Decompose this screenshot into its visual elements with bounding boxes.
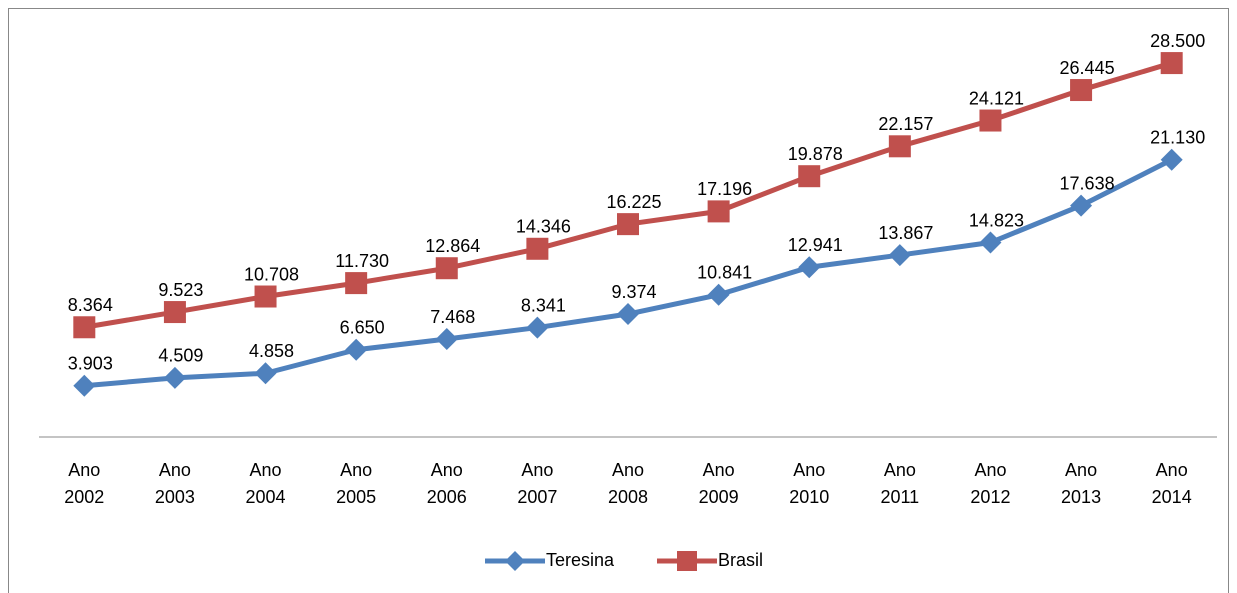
data-label: 14.823	[969, 210, 1024, 230]
data-label: 24.121	[969, 88, 1024, 108]
data-label: 13.867	[878, 223, 933, 243]
x-tick-label: Ano 2009	[698, 460, 739, 507]
legend-label: Brasil	[718, 550, 763, 570]
x-tick-label: Ano 2002	[64, 460, 105, 507]
marker	[617, 303, 639, 326]
marker	[163, 366, 186, 389]
data-label: 14.346	[516, 217, 571, 237]
x-tick-label: Ano 2007	[517, 460, 558, 507]
x-tick-label: Ano 2006	[426, 460, 467, 507]
marker	[888, 135, 911, 158]
data-label: 12.864	[425, 236, 480, 256]
x-tick-label: Ano 2010	[789, 460, 830, 507]
x-tick-label: Ano 2008	[607, 460, 649, 507]
marker	[1160, 52, 1183, 75]
data-label: 28.500	[1150, 31, 1205, 51]
marker	[345, 272, 368, 295]
marker	[254, 285, 277, 308]
marker	[798, 165, 821, 188]
marker	[345, 338, 368, 361]
data-label: 11.730	[335, 251, 389, 271]
data-label: 17.196	[697, 179, 752, 199]
marker	[707, 283, 730, 306]
data-label: 8.364	[68, 295, 113, 315]
data-label: 12.941	[788, 235, 843, 255]
data-label: 8.341	[521, 295, 566, 315]
x-tick-label: Ano 2011	[880, 460, 920, 507]
data-label: 7.468	[430, 307, 475, 327]
marker	[979, 109, 1002, 132]
data-label: 4.858	[249, 341, 294, 361]
marker	[435, 328, 458, 351]
data-label: 4.509	[158, 346, 203, 366]
x-tick-label: Ano 2005	[336, 460, 377, 507]
data-label: 10.841	[697, 263, 752, 283]
data-label: 21.130	[1150, 128, 1205, 148]
data-label: 26.445	[1060, 58, 1115, 78]
data-label: 19.878	[788, 144, 843, 164]
marker	[617, 213, 639, 236]
marker	[73, 316, 96, 339]
marker	[979, 231, 1002, 254]
x-tick-label: Ano 2012	[970, 460, 1011, 507]
marker	[526, 237, 549, 260]
x-tick-label: Ano 2014	[1151, 460, 1192, 507]
marker	[1160, 148, 1183, 171]
marker	[1070, 79, 1093, 102]
x-tick-label: Ano 2013	[1061, 460, 1102, 507]
data-label: 16.225	[606, 192, 661, 212]
data-label: 22.157	[878, 114, 933, 134]
x-tick-label: Ano 2003	[154, 460, 195, 507]
data-label: 9.523	[158, 280, 203, 300]
legend-label: Teresina	[546, 550, 615, 570]
chart-border	[8, 8, 1229, 593]
data-label: 17.638	[1060, 173, 1115, 193]
marker	[163, 301, 186, 324]
data-label: 10.708	[244, 264, 299, 284]
x-tick-label: Ano 2004	[245, 460, 286, 507]
marker	[888, 244, 911, 267]
data-label: 9.374	[611, 282, 656, 302]
marker	[435, 257, 458, 280]
marker	[798, 256, 821, 279]
data-label: 3.903	[68, 354, 113, 374]
marker	[1070, 194, 1093, 217]
marker	[526, 316, 549, 339]
legend-marker	[677, 551, 697, 571]
marker	[254, 362, 277, 385]
marker	[73, 374, 96, 397]
legend-marker	[505, 551, 525, 571]
marker	[707, 200, 730, 223]
data-label: 6.650	[340, 318, 385, 338]
